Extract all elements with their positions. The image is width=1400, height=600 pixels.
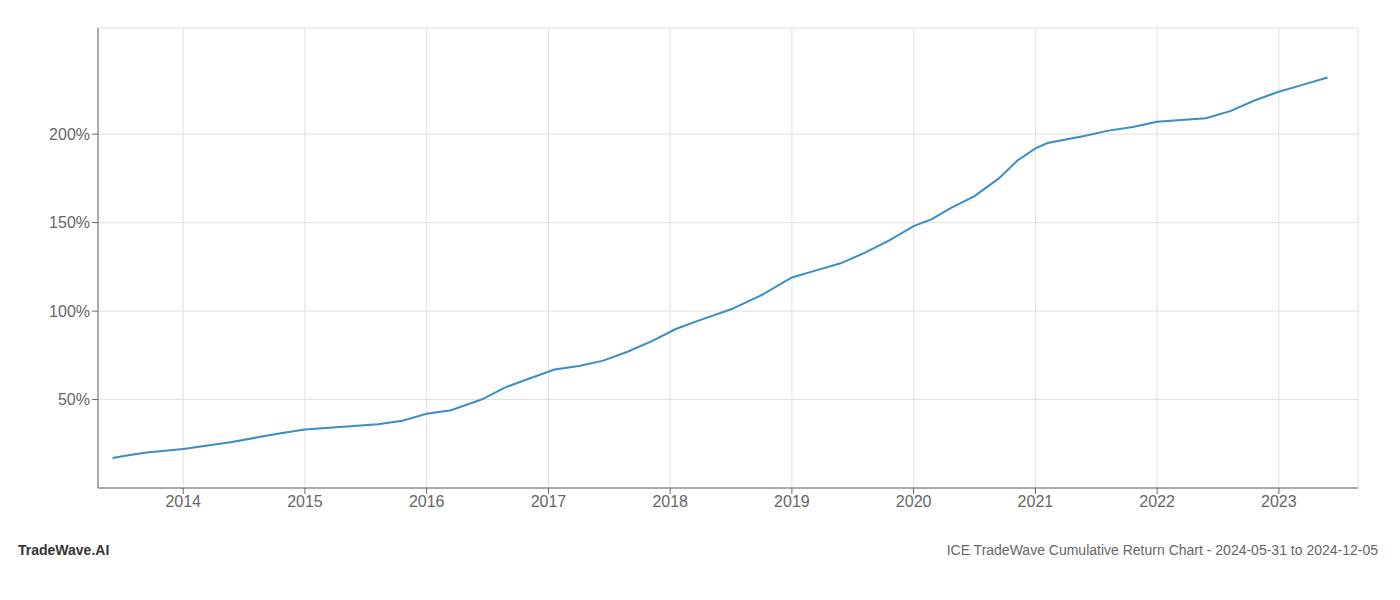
svg-text:2015: 2015: [287, 493, 323, 510]
svg-text:2019: 2019: [774, 493, 810, 510]
svg-text:2023: 2023: [1261, 493, 1297, 510]
svg-text:150%: 150%: [49, 214, 90, 231]
svg-text:2017: 2017: [531, 493, 567, 510]
svg-text:100%: 100%: [49, 303, 90, 320]
svg-text:2014: 2014: [165, 493, 201, 510]
svg-text:2018: 2018: [652, 493, 688, 510]
svg-text:2016: 2016: [409, 493, 445, 510]
html-text:ICE TradeWave Cumulative Retur: ICE TradeWave Cumulative Return Chart - …: [946, 542, 1378, 558]
svg-text:2021: 2021: [1018, 493, 1054, 510]
html-text:TradeWave.AI: TradeWave.AI: [18, 542, 110, 558]
svg-text:2020: 2020: [896, 493, 932, 510]
svg-text:200%: 200%: [49, 126, 90, 143]
svg-text:50%: 50%: [58, 391, 90, 408]
svg-text:2022: 2022: [1139, 493, 1175, 510]
